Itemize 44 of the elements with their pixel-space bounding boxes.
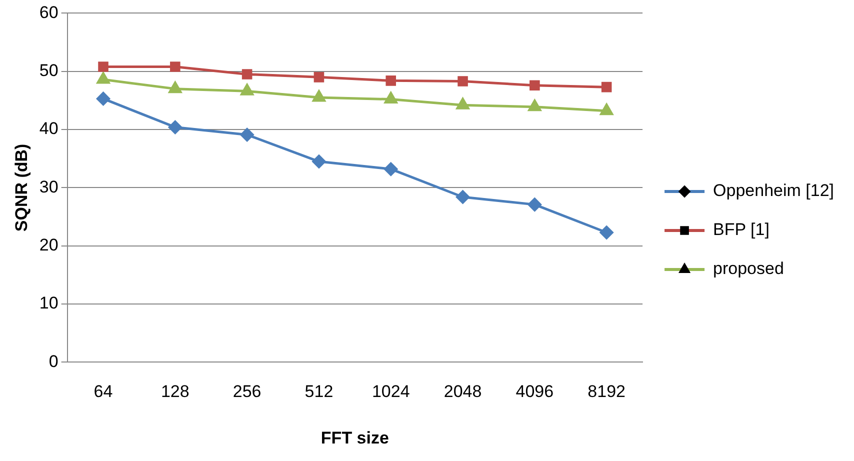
y-tick-label: 50 bbox=[39, 61, 58, 80]
point bbox=[312, 154, 326, 168]
point bbox=[98, 62, 108, 72]
legend-label: proposed bbox=[713, 259, 784, 278]
x-tick-label: 4096 bbox=[516, 382, 554, 402]
point bbox=[601, 82, 612, 92]
y-tick-label: 30 bbox=[39, 177, 58, 196]
point bbox=[240, 84, 254, 96]
point bbox=[384, 92, 398, 104]
point bbox=[242, 69, 252, 80]
x-axis-title: FFT size bbox=[320, 428, 389, 448]
legend-label: Oppenheim [12] bbox=[713, 181, 834, 200]
point bbox=[96, 92, 110, 106]
point bbox=[312, 90, 326, 102]
x-tick-label: 2048 bbox=[444, 382, 482, 402]
y-tick-label: 60 bbox=[39, 2, 58, 22]
point bbox=[314, 72, 324, 82]
x-tick-label: 1024 bbox=[372, 382, 410, 402]
point bbox=[528, 100, 542, 112]
point bbox=[528, 198, 542, 212]
point bbox=[384, 162, 398, 176]
point bbox=[456, 190, 470, 204]
x-tick-label: 64 bbox=[94, 382, 113, 402]
point bbox=[170, 62, 180, 72]
point bbox=[600, 104, 614, 116]
y-tick-label: 0 bbox=[48, 352, 58, 371]
y-tick-label: 40 bbox=[39, 119, 58, 138]
point bbox=[386, 76, 396, 86]
x-tick-label: 512 bbox=[304, 382, 334, 402]
x-tick-label: 128 bbox=[160, 382, 190, 402]
point bbox=[458, 76, 468, 86]
point bbox=[96, 72, 110, 84]
point bbox=[530, 80, 540, 90]
x-tick-label: 8192 bbox=[588, 382, 626, 402]
y-tick-label: 20 bbox=[39, 236, 58, 255]
point bbox=[456, 98, 470, 110]
point bbox=[240, 128, 254, 142]
y-axis-title: SQNR (dB) bbox=[12, 144, 31, 232]
legend-label: BFP [1] bbox=[713, 220, 770, 240]
point bbox=[168, 82, 182, 94]
point bbox=[600, 226, 614, 240]
point bbox=[168, 120, 182, 134]
y-tick-label: 10 bbox=[39, 294, 58, 313]
x-tick-label: 256 bbox=[232, 382, 262, 402]
